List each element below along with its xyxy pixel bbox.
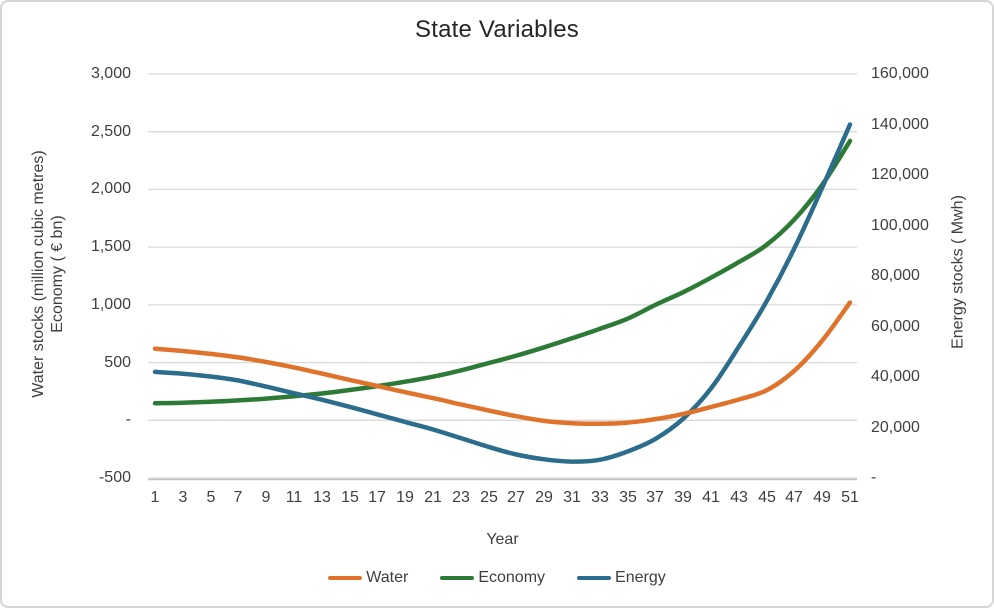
x-axis-label: 9 <box>261 489 271 506</box>
legend-label: Economy <box>478 569 546 586</box>
series-line-water <box>152 300 853 426</box>
legend-swatch-water <box>328 575 363 581</box>
x-axis-label: 15 <box>341 489 359 506</box>
x-axis-label: 13 <box>313 489 331 506</box>
right-axis-label: 80,000 <box>871 267 920 284</box>
x-axis-label: 39 <box>674 489 692 506</box>
x-axis-label: 19 <box>396 489 414 506</box>
legend-swatch-energy <box>577 575 612 581</box>
x-axis-label: 1 <box>150 489 160 506</box>
x-axis-title: Year <box>486 531 519 548</box>
x-axis-label: 37 <box>646 489 664 506</box>
right-axis-label: 20,000 <box>871 419 920 436</box>
x-axis-label: 23 <box>452 489 470 506</box>
legend-item-energy: Energy <box>577 569 666 587</box>
legend-label: Energy <box>615 569 666 586</box>
left-axis-label: 500 <box>104 354 131 371</box>
right-axis-label: 140,000 <box>871 116 929 133</box>
x-axis-label: 51 <box>841 489 859 506</box>
left-axis-label: 2,000 <box>90 180 131 197</box>
x-axis-label: 29 <box>535 489 553 506</box>
x-axis-label: 33 <box>591 489 609 506</box>
x-axis-label: 17 <box>368 489 386 506</box>
x-axis-label: 31 <box>563 489 581 506</box>
x-axis-label: 45 <box>758 489 776 506</box>
x-axis-label: 11 <box>285 489 303 506</box>
legend-label: Water <box>366 569 409 586</box>
legend: Water Economy Energy <box>2 568 992 588</box>
right-axis-label: 40,000 <box>871 368 920 385</box>
x-axis-label: 47 <box>785 489 803 506</box>
x-axis-label: 21 <box>424 489 442 506</box>
x-axis-label: 27 <box>507 489 525 506</box>
legend-item-economy: Economy <box>440 569 545 587</box>
legend-swatch-economy <box>440 575 475 581</box>
legend-item-water: Water <box>328 569 408 587</box>
x-axis-label: 43 <box>730 489 748 506</box>
x-axis-label: 3 <box>178 489 188 506</box>
x-axis-label: 49 <box>813 489 831 506</box>
x-axis-label: 25 <box>480 489 498 506</box>
left-axis-label: 2,500 <box>90 123 131 140</box>
x-axis-label: 5 <box>206 489 216 506</box>
left-axis-label: - <box>125 411 131 428</box>
series-line-energy <box>152 122 853 464</box>
left-axis-label: 1,000 <box>90 296 131 313</box>
left-axis-label: 3,000 <box>90 65 131 82</box>
x-axis-label: 41 <box>702 489 720 506</box>
chart-title: State Variables <box>415 16 579 43</box>
right-axis-label: 60,000 <box>871 318 920 335</box>
x-axis-label: 7 <box>233 489 243 506</box>
x-axis-label: 35 <box>619 489 637 506</box>
left-axis-label: 1,500 <box>90 238 131 255</box>
right-axis-label: - <box>871 469 877 486</box>
right-axis-label: 120,000 <box>871 166 929 183</box>
left-axis-label: -500 <box>98 469 131 486</box>
right-axis-label: 160,000 <box>871 65 929 82</box>
right-axis-label: 100,000 <box>871 217 929 234</box>
series-line-economy <box>152 138 853 406</box>
